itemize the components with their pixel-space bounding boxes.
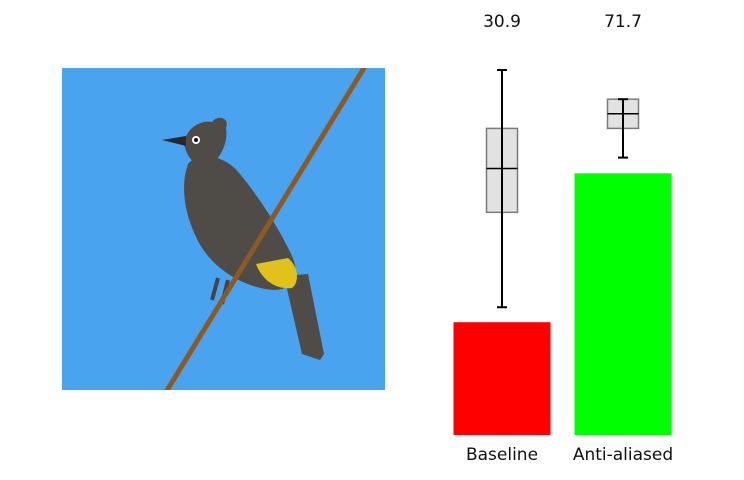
bar-0 bbox=[453, 322, 551, 435]
bird-tail bbox=[284, 274, 324, 360]
bird-body bbox=[184, 156, 296, 290]
branch bbox=[163, 65, 367, 395]
bird-photo bbox=[62, 65, 385, 395]
category-label-1: Anti-aliased bbox=[573, 445, 673, 465]
bird-photo-svg bbox=[62, 65, 385, 395]
value-label-0: 30.9 bbox=[483, 12, 521, 32]
bird-beak bbox=[162, 136, 186, 146]
value-label-1: 71.7 bbox=[604, 12, 642, 32]
bar-1 bbox=[574, 173, 672, 436]
bird-eye bbox=[194, 138, 198, 142]
bird bbox=[162, 117, 324, 360]
bird-yellow-vent bbox=[256, 258, 297, 289]
bird-head bbox=[184, 117, 227, 166]
category-label-0: Baseline bbox=[466, 445, 538, 465]
